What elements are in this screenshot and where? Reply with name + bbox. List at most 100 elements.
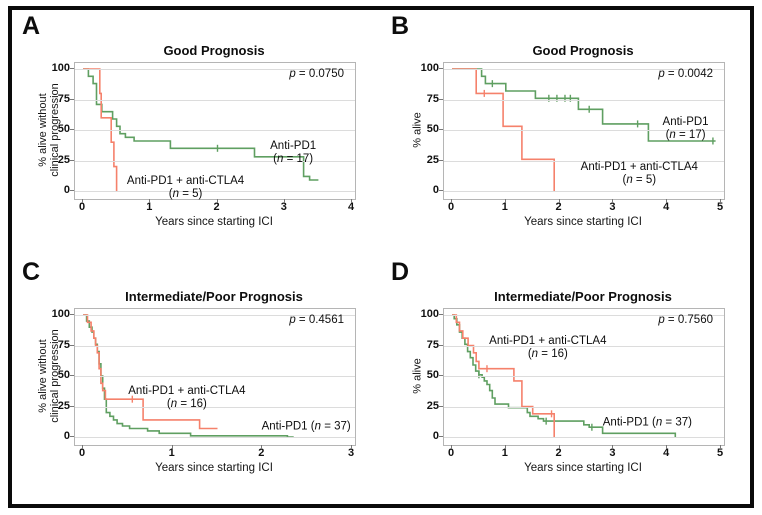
gridline bbox=[444, 160, 724, 162]
curve-annotation-line: Anti-PD1 + anti-CTLA4 bbox=[489, 335, 607, 348]
x-tick-mark bbox=[82, 445, 83, 449]
panel-title: Intermediate/Poor Prognosis bbox=[494, 289, 672, 304]
x-tick-mark bbox=[612, 199, 614, 203]
x-tick-label: 3 bbox=[609, 447, 616, 459]
gridline bbox=[75, 130, 355, 131]
gridline bbox=[444, 376, 724, 377]
x-tick-label: 2 bbox=[555, 201, 562, 213]
x-tick-mark bbox=[351, 445, 352, 449]
y-tick-label: 50 bbox=[426, 369, 439, 381]
y-tick-label: 100 bbox=[51, 62, 70, 74]
y-tick-label: 100 bbox=[420, 308, 439, 320]
x-tick-mark bbox=[558, 199, 560, 203]
y-tick-mark bbox=[439, 129, 443, 130]
curve-annotation-line: Anti-PD1 (n = 37) bbox=[602, 416, 692, 429]
y-tick-mark bbox=[70, 344, 74, 346]
y-tick-label: 75 bbox=[426, 338, 439, 351]
y-tick-mark bbox=[439, 98, 443, 100]
x-tick-mark bbox=[451, 445, 452, 449]
panel-letter: D bbox=[391, 258, 411, 286]
x-tick-mark bbox=[82, 199, 83, 203]
panel-letter: A bbox=[22, 12, 42, 40]
curve-annotation-line: (n = 17) bbox=[665, 129, 706, 141]
gridline bbox=[75, 406, 355, 408]
survival-curves bbox=[452, 68, 716, 191]
x-tick-label: 5 bbox=[716, 201, 724, 213]
anti-pd1-anti-ctla4-curve bbox=[452, 68, 555, 191]
y-tick-label: 50 bbox=[57, 369, 70, 381]
y-tick-label: 0 bbox=[432, 430, 439, 442]
x-tick-mark bbox=[451, 199, 452, 203]
plot-area bbox=[443, 62, 725, 200]
y-tick-label: 25 bbox=[57, 399, 70, 412]
anti-pd1-anti-ctla4-curve bbox=[83, 68, 118, 191]
curve-annotation: Anti-PD1 (n = 17) bbox=[663, 116, 709, 142]
y-tick-label: 75 bbox=[57, 338, 70, 351]
x-tick-mark bbox=[351, 199, 352, 203]
curve-annotation-line: Anti-PD1 + anti-CTLA4 bbox=[580, 161, 698, 174]
curve-annotation: Anti-PD1 (n = 37) bbox=[603, 416, 692, 429]
gridline bbox=[444, 99, 724, 101]
x-axis-label: Years since starting ICI bbox=[524, 462, 642, 474]
x-tick-label: 0 bbox=[78, 201, 86, 213]
y-tick-mark bbox=[439, 436, 443, 437]
y-tick-label: 0 bbox=[63, 184, 70, 196]
y-tick-mark bbox=[70, 190, 74, 191]
y-tick-mark bbox=[439, 159, 443, 161]
x-tick-mark bbox=[666, 445, 668, 449]
x-axis-label: Years since starting ICI bbox=[524, 216, 642, 228]
gridline bbox=[444, 315, 724, 316]
x-tick-label: 0 bbox=[447, 447, 455, 459]
gridline bbox=[444, 437, 724, 438]
gridline bbox=[75, 345, 355, 347]
x-tick-label: 4 bbox=[663, 447, 670, 459]
y-tick-mark bbox=[439, 314, 443, 315]
y-tick-label: 100 bbox=[420, 62, 439, 74]
y-tick-label: 25 bbox=[57, 153, 70, 166]
km-panel-d: D Intermediate/Poor Prognosis % alive p … bbox=[387, 256, 747, 497]
anti-pd1-anti-ctla4-curve bbox=[83, 314, 218, 430]
y-tick-label: 0 bbox=[432, 184, 439, 196]
gridline bbox=[75, 376, 355, 377]
curve-annotation: Anti-PD1 (n = 17) bbox=[270, 140, 316, 166]
x-tick-label: 5 bbox=[716, 447, 724, 459]
y-tick-mark bbox=[439, 344, 443, 346]
x-tick-mark bbox=[504, 199, 506, 203]
x-tick-label: 2 bbox=[213, 201, 220, 213]
curve-annotation-line: Anti-PD1 bbox=[270, 140, 317, 153]
x-tick-label: 4 bbox=[347, 201, 355, 213]
x-tick-label: 2 bbox=[258, 447, 265, 459]
y-tick-mark bbox=[70, 375, 74, 376]
gridline bbox=[75, 315, 355, 316]
km-panel-b: B Good Prognosis % alive p = 0.0042 Year… bbox=[387, 10, 747, 251]
gridline bbox=[444, 69, 724, 70]
x-tick-label: 0 bbox=[78, 447, 86, 459]
x-tick-mark bbox=[216, 199, 218, 203]
x-tick-mark bbox=[504, 445, 506, 449]
y-tick-mark bbox=[439, 405, 443, 407]
gridline bbox=[75, 437, 355, 438]
y-tick-label: 50 bbox=[57, 123, 70, 135]
y-tick-label: 25 bbox=[426, 399, 439, 412]
curve-annotation-line: (n = 5) bbox=[168, 187, 203, 200]
curve-annotation: Anti-PD1 + anti-CTLA4 (n = 5) bbox=[581, 161, 698, 187]
plot-area bbox=[74, 308, 356, 446]
y-tick-mark bbox=[70, 314, 74, 315]
gridline bbox=[444, 191, 724, 192]
survival-curves bbox=[83, 68, 319, 191]
x-tick-mark bbox=[612, 445, 614, 449]
panel-title: Good Prognosis bbox=[163, 43, 265, 58]
anti-pd1-curve bbox=[452, 68, 716, 142]
curve-annotation-line: Anti-PD1 + anti-CTLA4 bbox=[128, 385, 246, 398]
x-tick-label: 1 bbox=[146, 201, 153, 213]
anti-pd1-curve bbox=[83, 68, 319, 181]
y-tick-label: 25 bbox=[426, 153, 439, 166]
x-tick-mark bbox=[558, 445, 560, 449]
x-tick-label: 1 bbox=[168, 447, 175, 459]
y-tick-mark bbox=[70, 129, 74, 130]
x-tick-mark bbox=[261, 445, 263, 449]
y-tick-label: 75 bbox=[57, 92, 70, 105]
plot-area bbox=[74, 62, 356, 200]
curve-annotation-line: (n = 16) bbox=[527, 348, 568, 361]
y-tick-mark bbox=[70, 405, 74, 407]
